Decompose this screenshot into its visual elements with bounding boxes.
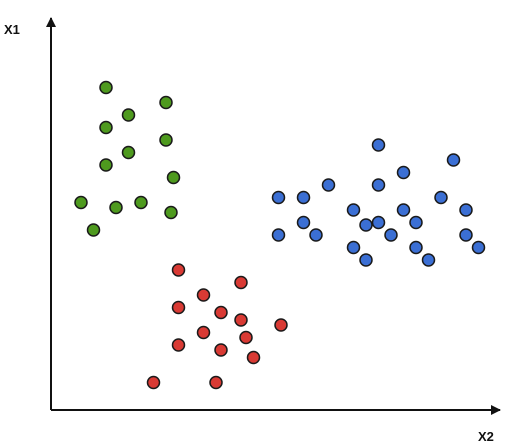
data-point-series-3-17: [309, 228, 323, 242]
data-point-series-2-11: [214, 343, 228, 357]
data-point-series-3-12: [296, 215, 311, 230]
data-point-series-3-4: [371, 178, 386, 192]
data-point-series-3-16: [271, 228, 286, 242]
data-point-series-1-6: [159, 133, 173, 147]
data-point-series-3-14: [359, 218, 373, 232]
data-point-series-1-13: [86, 223, 101, 237]
data-point-series-1-8: [166, 170, 181, 185]
data-point-series-3-13: [371, 215, 386, 230]
data-point-series-2-3: [196, 288, 211, 302]
data-point-series-1-2: [121, 108, 136, 122]
plot-area: [74, 80, 486, 390]
data-point-series-3-1: [371, 138, 386, 152]
data-point-series-1-12: [164, 205, 178, 220]
data-point-series-3-20: [346, 240, 361, 255]
data-point-series-3-6: [321, 178, 336, 192]
data-point-series-3-22: [471, 240, 486, 255]
data-point-series-3-18: [384, 228, 398, 242]
data-point-series-3-2: [446, 153, 461, 167]
data-point-series-3-10: [396, 203, 411, 217]
y-axis-label: X1: [4, 22, 20, 37]
data-point-series-2-4: [171, 300, 186, 315]
data-point-series-3-9: [346, 203, 361, 217]
data-point-series-1-4: [99, 120, 113, 135]
data-point-series-2-14: [209, 375, 223, 390]
data-point-series-1-3: [159, 95, 173, 110]
data-point-series-3-15: [409, 215, 423, 230]
data-point-series-1-7: [99, 158, 113, 172]
data-point-series-3-11: [459, 203, 473, 217]
data-point-series-3-23: [359, 253, 373, 267]
data-point-series-3-8: [271, 190, 286, 205]
data-point-series-2-5: [214, 305, 228, 320]
data-point-series-1-5: [121, 145, 136, 160]
data-point-series-2-10: [171, 338, 186, 352]
data-point-series-1-1: [99, 80, 113, 95]
data-point-series-2-7: [196, 325, 211, 340]
data-point-series-3-24: [421, 253, 436, 267]
data-point-series-3-7: [434, 190, 448, 205]
x-axis-label: X2: [478, 429, 494, 444]
data-point-series-2-9: [274, 318, 288, 332]
data-point-series-1-11: [134, 195, 148, 210]
data-point-series-2-8: [239, 330, 253, 345]
data-point-series-2-1: [171, 263, 186, 277]
data-point-series-2-6: [234, 313, 248, 327]
data-point-series-3-19: [459, 228, 473, 242]
data-point-series-3-21: [409, 240, 423, 255]
data-point-series-1-9: [74, 195, 88, 210]
data-point-series-2-2: [234, 275, 248, 290]
data-point-series-2-13: [146, 375, 161, 390]
data-point-series-1-10: [109, 200, 123, 215]
data-point-series-3-5: [296, 190, 311, 205]
data-point-series-3-3: [396, 165, 411, 180]
data-point-series-2-12: [246, 350, 261, 365]
